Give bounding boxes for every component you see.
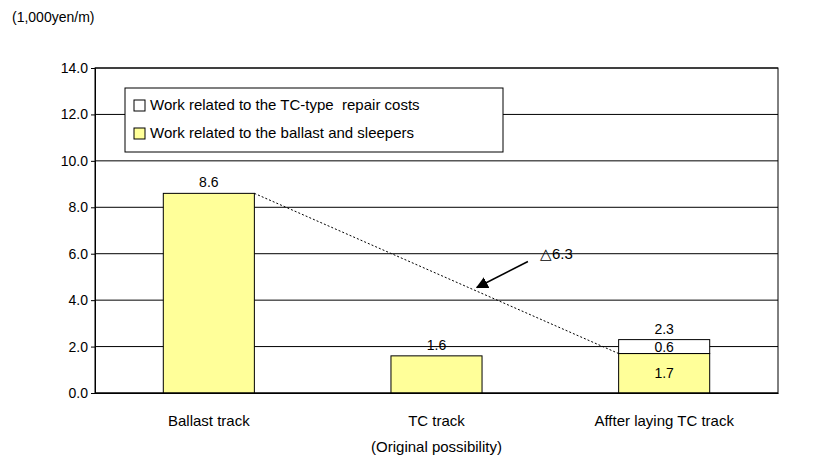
y-axis-title: (1,000yen/m) (12, 9, 94, 25)
total-label: 8.6 (199, 174, 219, 190)
chart: 0.0 2.0 4.0 6.0 8.0 10.0 12.0 14.0 Ballast track… (0, 0, 813, 476)
y-tick: 4.0 (69, 292, 95, 308)
bar (619, 354, 710, 393)
y-tick-label: 14.0 (61, 60, 88, 76)
y-tick-label: 4.0 (69, 292, 89, 308)
y-tick: 0.0 (69, 385, 95, 401)
y-tick: 12.0 (61, 106, 95, 122)
y-axis: 0.0 2.0 4.0 6.0 8.0 10.0 12.0 14.0 (61, 60, 96, 401)
y-tick: 6.0 (69, 246, 95, 262)
legend-swatch (134, 100, 145, 111)
y-tick-mark (91, 254, 95, 255)
grid-line (95, 160, 778, 161)
y-tick-mark (91, 68, 95, 69)
total-label: 1.6 (427, 337, 447, 353)
annotation: △6.3 (540, 245, 573, 262)
x-tick-label: TC track (Original possibility) (371, 412, 502, 455)
x-tick-label: Affter laying TC track (594, 412, 734, 429)
y-tick: 8.0 (69, 199, 95, 215)
x-tick: Affter laying TC track (594, 393, 734, 429)
y-tick: 10.0 (61, 153, 95, 169)
total-label: 2.3 (654, 321, 674, 337)
y-tick-mark (91, 161, 95, 162)
x-tick-label: Ballast track (168, 412, 250, 429)
y-tick-label: 10.0 (61, 153, 88, 169)
y-tick-mark (91, 347, 95, 348)
y-tick: 14.0 (61, 60, 95, 76)
x-tick: Ballast track (168, 393, 250, 429)
legend-swatch (134, 128, 145, 139)
x-tick-label-line: TC track (408, 412, 465, 429)
bars (163, 193, 709, 393)
x-tick: TC track (Original possibility) (371, 393, 502, 455)
bar (163, 193, 254, 393)
y-tick-label: 2.0 (69, 339, 89, 355)
x-tick-label-line: Ballast track (168, 412, 250, 429)
legend-box (125, 88, 503, 152)
y-axis-line (91, 69, 96, 394)
plot-frame (95, 68, 778, 393)
x-tick-label-line: Affter laying TC track (594, 412, 734, 429)
legend-label: Work related to the TC-type repair costs (150, 96, 420, 113)
x-axis: Ballast track TC track (Original possibili… (96, 393, 779, 455)
y-tick-label: 12.0 (61, 106, 88, 122)
connector-line (254, 193, 618, 353)
x-tick-label-line: (Original possibility) (371, 438, 502, 455)
y-tick-label: 0.0 (69, 385, 89, 401)
y-tick-mark (91, 300, 95, 301)
x-axis-line (96, 393, 779, 394)
grid (95, 68, 778, 393)
y-tick-label: 8.0 (69, 199, 89, 215)
legend-label: Work related to the ballast and sleepers (150, 124, 414, 141)
annotation-arrow (477, 261, 528, 287)
y-tick-mark (91, 114, 95, 115)
data-label: 0.6 (654, 339, 674, 355)
data-label: 1.7 (654, 365, 674, 381)
legend: Work related to the TC-type repair costs… (125, 88, 503, 152)
y-tick-mark (91, 207, 95, 208)
y-tick: 2.0 (69, 339, 95, 355)
y-tick-mark (91, 393, 95, 394)
y-tick-label: 6.0 (69, 246, 89, 262)
data-labels: 1.7 0.6 8.6 1.6 2.3 (199, 174, 674, 381)
bar (391, 356, 482, 393)
